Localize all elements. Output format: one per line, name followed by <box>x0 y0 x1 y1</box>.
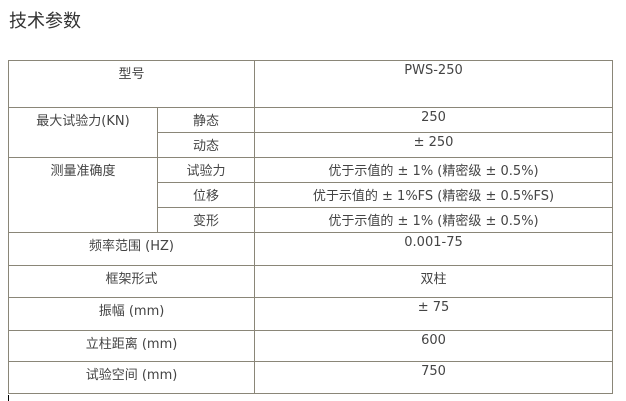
model-value: PWS-250 <box>254 60 614 108</box>
sub-label: 位移 <box>156 182 256 208</box>
sub-label: 动态 <box>156 132 256 158</box>
table-row: 变形 优于示值的 ± 1% (精密级 ± 0.5%) <box>9 207 614 233</box>
max-force-label: 最大试验力(KN) <box>8 107 158 158</box>
table-row: 频率范围 (HZ) 0.001-75 <box>7 232 614 266</box>
row-label: 框架形式 <box>7 265 256 298</box>
cell-value: 优于示值的 ± 1% (精密级 ± 0.5%) <box>254 157 614 183</box>
table-row: 框架形式 双柱 <box>7 265 614 298</box>
cell-value: ± 250 <box>254 132 614 158</box>
table-row: 型号 PWS-250 <box>7 60 614 108</box>
table-row: 立柱距离 (mm) 600 <box>7 330 614 362</box>
cell-value: 优于示值的 ± 1%FS (精密级 ± 0.5%FS) <box>254 182 614 208</box>
row-label: 频率范围 (HZ) <box>7 232 256 266</box>
cell-value: 750 <box>254 361 614 394</box>
table-row: 试验空间 (mm) 750 <box>7 361 614 394</box>
row-label: 试验空间 (mm) <box>7 361 256 394</box>
table-row: 测量准确度 试验力 优于示值的 ± 1% (精密级 ± 0.5%) <box>8 157 614 233</box>
spec-table: 型号 PWS-250 最大试验力(KN) 静态 250 动态 ± 250 测量准… <box>7 60 614 394</box>
cell-value: 优于示值的 ± 1% (精密级 ± 0.5%) <box>254 207 614 233</box>
cell-value: ± 75 <box>254 297 614 331</box>
row-label: 立柱距离 (mm) <box>7 330 256 362</box>
section-title: 技术参数 <box>9 11 81 32</box>
table-row: 振幅 (mm) ± 75 <box>7 297 614 331</box>
accuracy-label: 测量准确度 <box>8 157 158 233</box>
cell-value: 250 <box>254 107 614 133</box>
cell-value: 双柱 <box>254 265 614 298</box>
table-row: 位移 优于示值的 ± 1%FS (精密级 ± 0.5%FS) <box>9 182 614 208</box>
sub-label: 静态 <box>156 107 256 133</box>
text-cursor <box>8 395 9 401</box>
model-label: 型号 <box>7 60 256 108</box>
table-row: 动态 ± 250 <box>9 132 614 158</box>
sub-label: 试验力 <box>156 157 256 183</box>
row-label: 振幅 (mm) <box>7 297 256 331</box>
cell-value: 0.001-75 <box>254 232 614 266</box>
table-row: 最大试验力(KN) 静态 250 <box>8 107 614 158</box>
cell-value: 600 <box>254 330 614 362</box>
sub-label: 变形 <box>156 207 256 233</box>
